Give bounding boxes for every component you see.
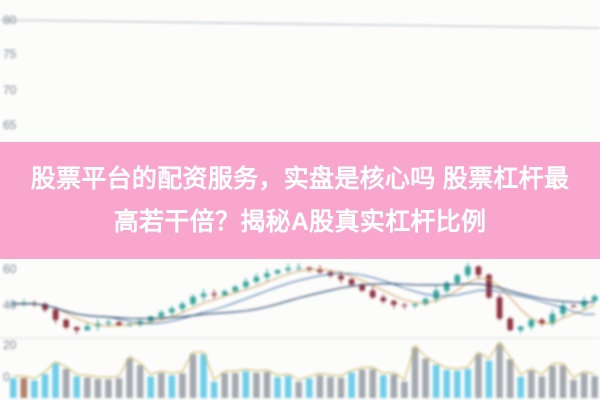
svg-text:0: 0 [3, 370, 10, 384]
svg-text:75: 75 [3, 47, 17, 61]
svg-text:20: 20 [3, 338, 17, 352]
svg-text:60: 60 [3, 262, 17, 276]
svg-text:80: 80 [3, 13, 17, 27]
svg-text:40: 40 [3, 298, 17, 312]
svg-text:70: 70 [3, 83, 17, 97]
svg-text:65: 65 [3, 118, 17, 132]
